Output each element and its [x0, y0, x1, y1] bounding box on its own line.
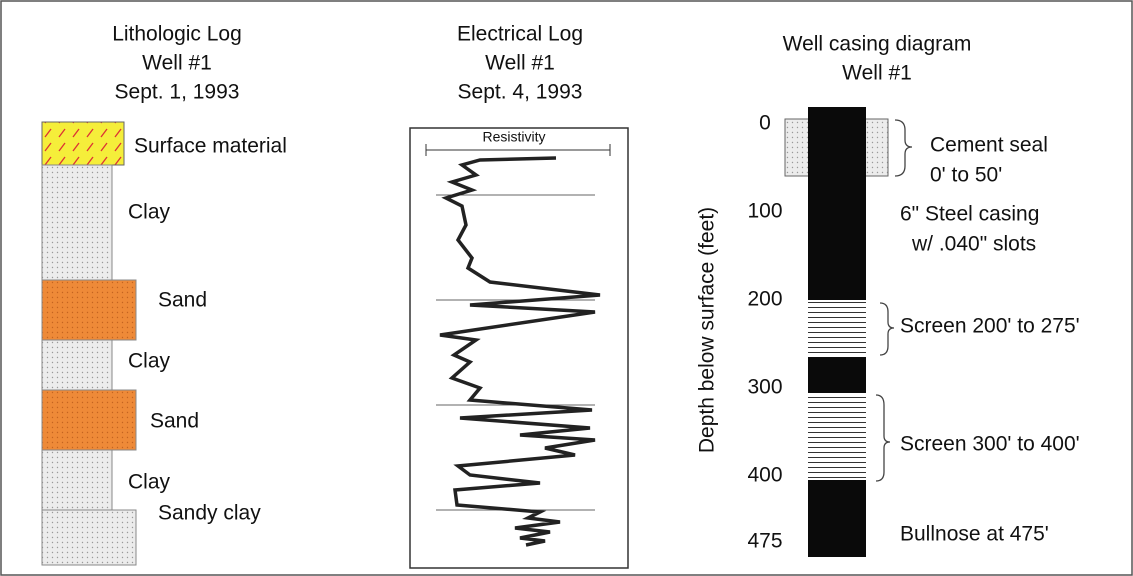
- title: Well casing diagram: [783, 33, 972, 56]
- screen: [808, 393, 866, 480]
- label: Bullnose at 475': [900, 523, 1049, 546]
- title: Electrical Log: [457, 23, 583, 46]
- layer-label: Clay: [128, 471, 171, 494]
- title: Sept. 1, 1993: [115, 81, 240, 104]
- title: Sept. 4, 1993: [458, 81, 583, 104]
- lithologic-log: Lithologic Log Well #1 Sept. 1, 1993 Sur…: [42, 23, 287, 565]
- layer: [42, 280, 136, 340]
- layer: [42, 510, 136, 565]
- layer-label: Sand: [158, 289, 207, 312]
- layer-label: Sandy clay: [158, 502, 261, 525]
- depth-tick-label: 475: [747, 530, 782, 553]
- label: Cement seal: [930, 134, 1048, 157]
- axis-label: Depth below surface (feet): [696, 207, 719, 453]
- title: Lithologic Log: [112, 23, 242, 46]
- layer-label: Clay: [128, 201, 171, 224]
- well-casing: Well casing diagram Well #1 Depth below …: [696, 33, 1080, 557]
- label: w/ .040" slots: [911, 233, 1036, 256]
- depth-tick-label: 400: [747, 464, 782, 487]
- layer: [42, 165, 112, 280]
- depth-tick-label: 100: [747, 200, 782, 223]
- depth-tick-label: 200: [747, 288, 782, 311]
- screen: [808, 300, 866, 357]
- curve-label: Resistivity: [482, 129, 545, 145]
- label: Screen 200' to 275': [900, 315, 1080, 338]
- label: Screen 300' to 400': [900, 433, 1080, 456]
- diagram: Lithologic Log Well #1 Sept. 1, 1993 Sur…: [0, 0, 1133, 576]
- title: Well #1: [485, 52, 555, 75]
- title: Well #1: [842, 62, 912, 85]
- depth-tick-label: 0: [759, 112, 771, 135]
- layer-label: Sand: [150, 410, 199, 433]
- layer-label: Surface material: [134, 135, 287, 158]
- layer: [42, 340, 112, 390]
- depth-tick-label: 300: [747, 376, 782, 399]
- layer-label: Clay: [128, 350, 171, 373]
- layer: [42, 390, 136, 450]
- layer: [42, 450, 112, 510]
- title: Well #1: [142, 52, 212, 75]
- electrical-log: Electrical Log Well #1 Sept. 4, 1993 Res…: [410, 23, 628, 568]
- log-box: [410, 128, 628, 568]
- label: 6" Steel casing: [900, 203, 1039, 226]
- layer: [42, 122, 124, 165]
- label: 0' to 50': [930, 164, 1002, 187]
